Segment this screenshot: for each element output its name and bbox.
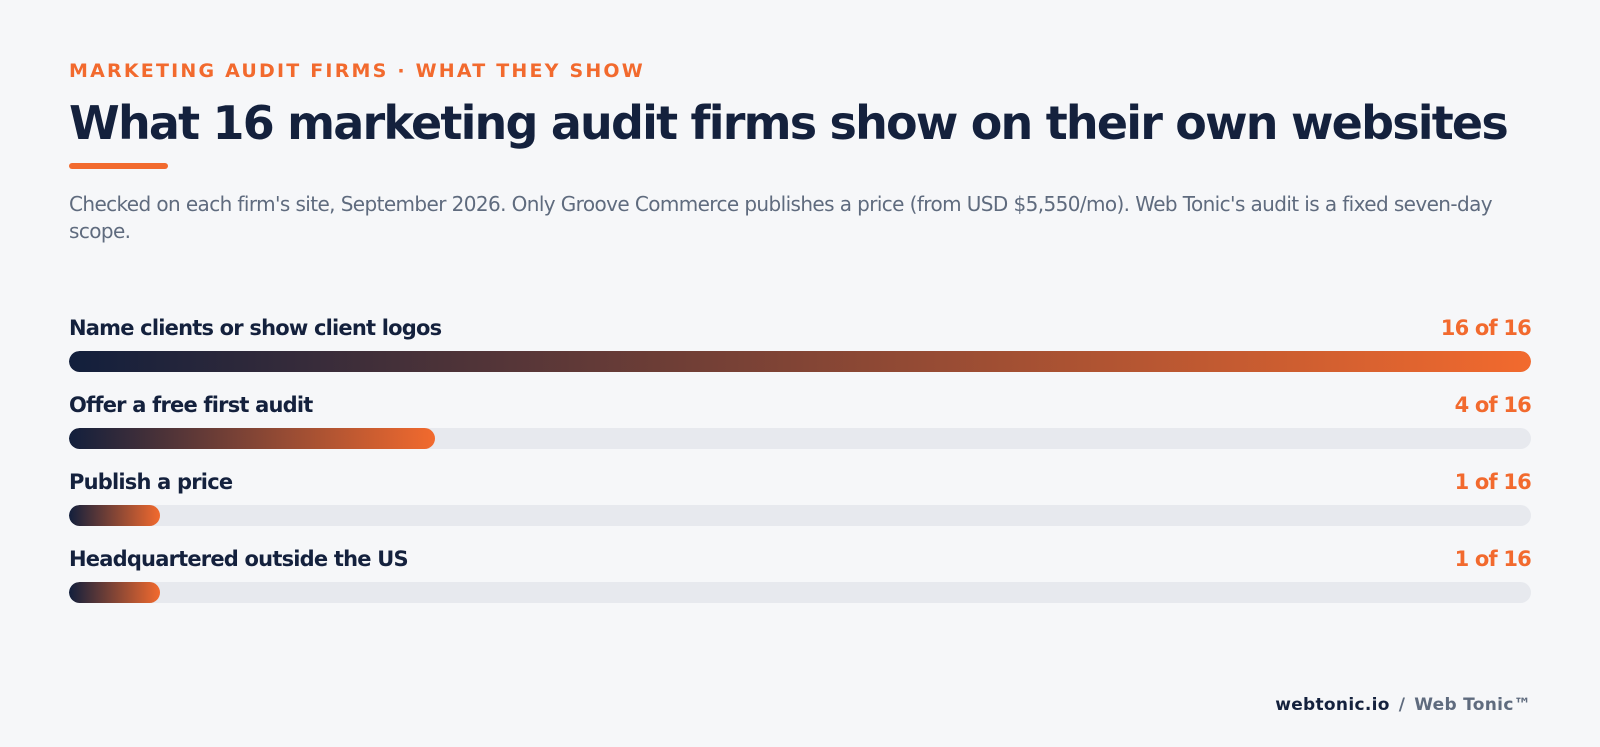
bar-track — [69, 351, 1531, 372]
footer-credit: webtonic.io / Web Tonic™ — [1275, 694, 1531, 716]
chart-row-header: Offer a free first audit 4 of 16 — [69, 390, 1532, 420]
chart-row-header: Headquartered outside the US 1 of 16 — [69, 544, 1532, 574]
bar-value-label: 16 of 16 — [1440, 316, 1532, 340]
bar — [69, 351, 1531, 372]
bar-chart: Name clients or show client logos 16 of 1… — [69, 313, 1532, 621]
chart-row-header: Name clients or show client logos 16 of 1… — [69, 313, 1532, 343]
chart-row: Publish a price 1 of 16 — [69, 467, 1532, 544]
footer-site: webtonic.io — [1275, 695, 1390, 715]
bar — [69, 428, 435, 449]
bar-track — [69, 505, 1531, 526]
bar-category-label: Name clients or show client logos — [69, 316, 442, 340]
bar-category-label: Publish a price — [69, 470, 233, 494]
page-title: What 16 marketing audit firms show on th… — [69, 96, 1509, 150]
bar-value-label: 1 of 16 — [1454, 470, 1532, 494]
eyebrow-label: MARKETING AUDIT FIRMS · WHAT THEY SHOW — [69, 60, 645, 82]
header: MARKETING AUDIT FIRMS · WHAT THEY SHOW W… — [69, 58, 1531, 245]
bar-track — [69, 428, 1531, 449]
bar-value-label: 4 of 16 — [1454, 393, 1532, 417]
footer-separator: / — [1398, 695, 1406, 715]
bar — [69, 582, 161, 603]
bar — [69, 505, 161, 526]
bar-category-label: Headquartered outside the US — [69, 547, 409, 571]
title-accent-rule — [69, 163, 168, 169]
bar-value-label: 1 of 16 — [1454, 547, 1532, 571]
bar-category-label: Offer a free first audit — [69, 393, 313, 417]
chart-row: Headquartered outside the US 1 of 16 — [69, 544, 1532, 621]
bar-track — [69, 582, 1531, 603]
footer-brand: Web Tonic™ — [1414, 695, 1531, 715]
chart-row-header: Publish a price 1 of 16 — [69, 467, 1532, 497]
chart-row: Name clients or show client logos 16 of 1… — [69, 313, 1532, 390]
chart-row: Offer a free first audit 4 of 16 — [69, 390, 1532, 467]
page-subtitle: Checked on each firm's site, September 2… — [69, 192, 1493, 243]
